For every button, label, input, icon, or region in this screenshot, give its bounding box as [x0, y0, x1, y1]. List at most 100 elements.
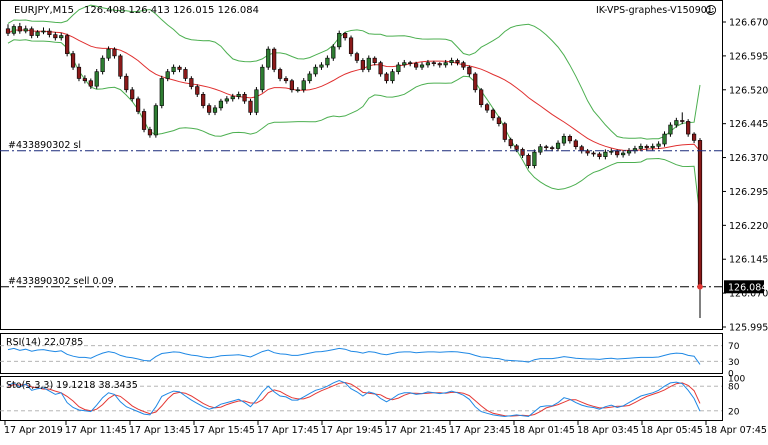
candle-body [674, 120, 679, 126]
candle-body [17, 26, 22, 32]
candle-body [65, 35, 70, 54]
candle-body [396, 64, 401, 73]
candle-body [147, 129, 153, 136]
candle-body [544, 146, 549, 149]
candle [17, 22, 22, 34]
time-tick-label: 17 Apr 17:45 [257, 425, 319, 436]
candle [526, 153, 531, 169]
candle [53, 31, 58, 41]
candle [680, 112, 685, 125]
stochastic-title: Sto(5,3,3) 19.1218 38.3435 [6, 380, 138, 391]
vps-watermark: IK-VPS-graphes-V150901 [596, 5, 713, 16]
candle-body [366, 57, 371, 70]
rsi-pane[interactable] [0, 333, 723, 374]
candle [609, 148, 614, 155]
candle-body [343, 32, 348, 39]
candle [159, 75, 164, 109]
candle-body [378, 62, 383, 75]
candle [11, 24, 17, 36]
candle-body [419, 64, 425, 68]
rsi-line [7, 347, 701, 365]
candle-body [124, 75, 129, 91]
time-tick-label: 17 Apr 15:45 [193, 425, 255, 436]
price-tick-label: 126.295 [729, 187, 768, 198]
candle [473, 72, 478, 93]
candle-body [183, 69, 188, 79]
candle-body [591, 152, 596, 155]
candle-body [283, 78, 289, 82]
candle-body [526, 154, 531, 166]
candle [183, 67, 188, 82]
candle [325, 55, 330, 68]
stochastic-level-lines [0, 385, 722, 412]
candle [100, 55, 105, 75]
candle-body [567, 136, 572, 142]
time-tick-label: 17 Apr 13:45 [129, 425, 191, 436]
candle [76, 63, 82, 82]
candle [218, 98, 224, 111]
candle [189, 76, 194, 90]
candle [419, 62, 425, 70]
candle-body [479, 89, 484, 105]
candle [289, 78, 294, 93]
candle-body [59, 35, 64, 39]
stochastic-signal-line [7, 381, 701, 417]
time-tick-label: 18 Apr 03:45 [577, 425, 639, 436]
candles [5, 22, 703, 318]
chart-ohlc: 126.408 126.413 126.015 126.084 [84, 5, 259, 16]
time-axis[interactable]: 17 Apr 2019 17 Apr 11:45 17 Apr 13:45 17 Ap… [4, 421, 767, 436]
candle-body [467, 66, 472, 75]
candle [591, 151, 596, 157]
candle-body [218, 100, 224, 109]
candle-body [136, 98, 141, 112]
candle [283, 76, 289, 84]
candle [136, 96, 141, 115]
candle-body [295, 89, 300, 92]
stochastic-pane[interactable] [0, 376, 723, 421]
candle-body [555, 142, 561, 149]
candle-body [402, 62, 407, 66]
stop-loss-label: #433890302 sl [8, 140, 81, 151]
candle [484, 102, 490, 113]
candle [449, 57, 454, 66]
candle [212, 105, 218, 116]
candle [662, 131, 667, 147]
candle-body [449, 60, 454, 63]
candle [561, 133, 567, 146]
sell-order-label: #433890302 sell 0.09 [8, 276, 114, 287]
candle [603, 149, 608, 160]
rsi-title: RSI(14) 22.0785 [6, 337, 83, 348]
candle-body [597, 153, 602, 157]
candle-body [372, 57, 377, 63]
candle [118, 54, 123, 79]
candle-body [390, 71, 395, 82]
candle-body [260, 66, 265, 91]
candle-body [266, 48, 271, 68]
candle [366, 55, 371, 73]
candle-body [331, 46, 336, 59]
price-axis[interactable]: 126.670 126.595 126.520 126.445 126.370 126.2… [722, 18, 768, 334]
time-tick-label: 18 Apr 07:45 [705, 425, 767, 436]
price-tick-label: 125.995 [729, 323, 768, 334]
candle-body [538, 146, 543, 153]
candle-body [431, 62, 436, 64]
time-tick-label: 17 Apr 11:45 [65, 425, 127, 436]
candle [691, 132, 697, 144]
candle [224, 96, 229, 104]
candle-body [514, 145, 519, 150]
candle [384, 72, 389, 84]
candle-body [76, 66, 82, 79]
smiley-icon [705, 4, 717, 16]
candle [59, 32, 64, 41]
candle-body [455, 60, 460, 63]
candle-body [550, 147, 555, 149]
price-tick-label: 126.595 [729, 51, 768, 62]
candle-body [650, 145, 655, 148]
candle [230, 93, 235, 102]
time-tick-label: 17 Apr 23:45 [449, 425, 511, 436]
candle-body [354, 53, 360, 61]
candle [544, 144, 549, 151]
candle [490, 108, 496, 121]
